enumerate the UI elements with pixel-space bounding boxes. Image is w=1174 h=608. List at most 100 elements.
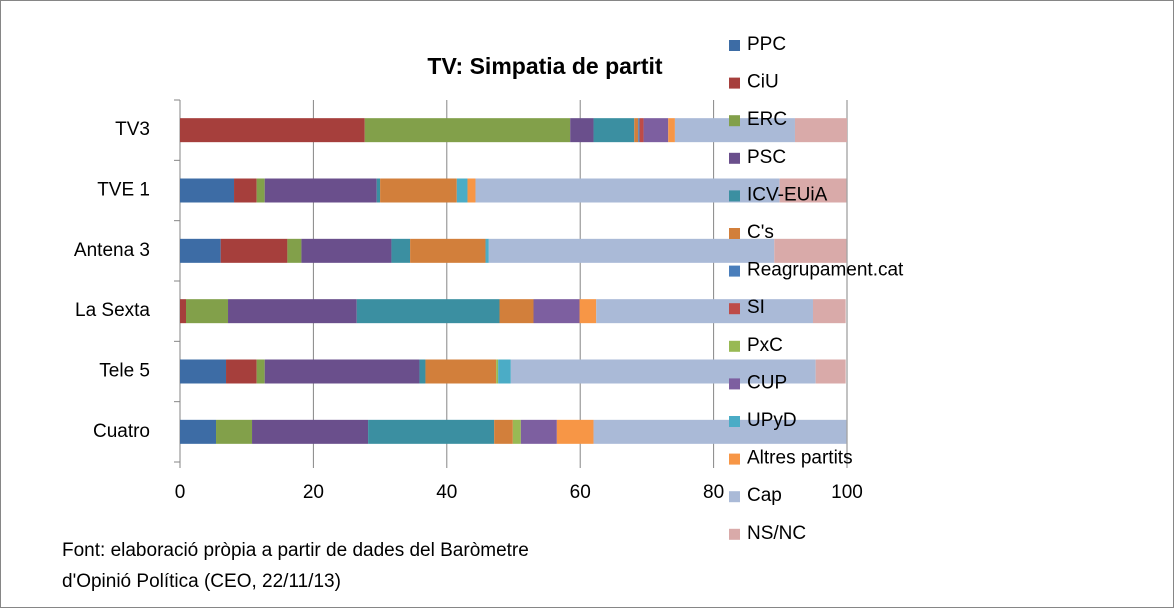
bar-segment bbox=[668, 118, 675, 143]
bar-segment bbox=[779, 178, 847, 203]
legend-label: SI bbox=[747, 297, 765, 318]
legend-label: C's bbox=[747, 222, 774, 243]
x-tick-label: 80 bbox=[703, 482, 724, 503]
bar-segment bbox=[520, 419, 557, 444]
legend-label: CUP bbox=[747, 372, 787, 393]
legend-label: NS/NC bbox=[747, 523, 806, 544]
legend-label: CiU bbox=[747, 72, 779, 93]
legend-label: Altres partits bbox=[747, 448, 853, 469]
bar-segment bbox=[593, 118, 635, 143]
y-tick-label: Tele 5 bbox=[99, 361, 150, 382]
y-tick-label: TV3 bbox=[115, 119, 150, 140]
legend-swatch bbox=[729, 378, 740, 390]
legend-label: PSC bbox=[747, 147, 786, 168]
bar-segment bbox=[643, 118, 669, 143]
note: d'Opinió Política (CEO, 22/11/13) bbox=[62, 571, 341, 592]
bar-segment bbox=[570, 118, 594, 143]
bar-segment bbox=[301, 238, 392, 263]
bar-segment bbox=[180, 419, 217, 444]
y-tick-label: Antena 3 bbox=[74, 240, 150, 261]
bar-segment bbox=[356, 299, 500, 324]
bar-segment bbox=[226, 359, 257, 384]
bar-segment bbox=[639, 118, 644, 143]
bar-segment bbox=[533, 299, 580, 324]
bar-segment bbox=[494, 419, 513, 444]
bar-segment bbox=[410, 238, 486, 263]
legend-label: Cap bbox=[747, 485, 782, 506]
bar-segment bbox=[475, 178, 780, 203]
bar-segment bbox=[228, 299, 357, 324]
legend-label: ICV-EUiA bbox=[747, 184, 828, 205]
legend-label: PxC bbox=[747, 335, 783, 356]
x-tick-label: 100 bbox=[831, 482, 863, 503]
bar-segment bbox=[467, 178, 476, 203]
bar-segment bbox=[812, 299, 846, 324]
bar-segment bbox=[496, 359, 499, 384]
bar-segment bbox=[256, 359, 265, 384]
legend-swatch bbox=[729, 303, 740, 315]
bar-segment bbox=[180, 359, 227, 384]
bar-segment bbox=[264, 359, 420, 384]
bar-segment bbox=[234, 178, 257, 203]
bar-segment bbox=[556, 419, 594, 444]
bar-segment bbox=[638, 118, 640, 143]
bar-segment bbox=[498, 359, 511, 384]
x-tick-label: 0 bbox=[175, 482, 186, 503]
bar-segment bbox=[180, 299, 187, 324]
bar-segment bbox=[425, 359, 497, 384]
legend-label: UPyD bbox=[747, 410, 797, 431]
bar-segment bbox=[815, 359, 846, 384]
bar-segment bbox=[512, 419, 521, 444]
bar-segment bbox=[252, 419, 369, 444]
bar-segment bbox=[180, 178, 235, 203]
legend-swatch bbox=[729, 228, 740, 239]
legend-swatch bbox=[729, 115, 740, 127]
bar-segment bbox=[376, 178, 381, 203]
bar-segment bbox=[579, 299, 597, 324]
legend-swatch bbox=[729, 40, 740, 51]
x-tick-label: 20 bbox=[303, 482, 324, 503]
legend-swatch bbox=[729, 528, 740, 540]
y-tick-label: TVE 1 bbox=[97, 180, 150, 201]
chart-title: TV: Simpatia de partit bbox=[427, 53, 662, 79]
bar-segment bbox=[264, 178, 377, 203]
x-tick-label: 40 bbox=[436, 482, 457, 503]
bar-segment bbox=[380, 178, 457, 203]
bar-segment bbox=[220, 238, 288, 263]
legend-swatch bbox=[729, 152, 740, 164]
legend-swatch bbox=[729, 77, 740, 89]
y-tick-label: La Sexta bbox=[75, 300, 150, 321]
bar-segment bbox=[364, 118, 571, 143]
legend-swatch bbox=[729, 340, 740, 352]
bar-segment bbox=[180, 238, 221, 263]
bar-segment bbox=[593, 419, 847, 444]
bar-segment bbox=[634, 118, 639, 143]
bar-segment bbox=[488, 238, 775, 263]
legend-swatch bbox=[729, 491, 740, 503]
legend-swatch bbox=[729, 416, 740, 427]
bar-segment bbox=[368, 419, 495, 444]
legend-label: PPC bbox=[747, 34, 786, 55]
bar-segment bbox=[216, 419, 253, 444]
legend-swatch bbox=[729, 265, 740, 277]
legend-label: ERC bbox=[747, 109, 787, 130]
bar-segment bbox=[674, 118, 795, 143]
y-tick-label: Cuatro bbox=[93, 421, 150, 442]
bar-segment bbox=[186, 299, 229, 324]
bar-segment bbox=[391, 238, 411, 263]
legend-swatch bbox=[729, 190, 740, 202]
bar-segment bbox=[794, 118, 847, 143]
bar-segment bbox=[774, 238, 847, 263]
bar-segment bbox=[499, 299, 534, 324]
legend-label: Reagrupament.cat bbox=[747, 260, 904, 281]
bar-segment bbox=[510, 359, 816, 384]
note: Font: elaboració pròpia a partir de dade… bbox=[62, 540, 529, 561]
bar-segment bbox=[419, 359, 426, 384]
bar-segment bbox=[596, 299, 813, 324]
bar-segment bbox=[485, 238, 489, 263]
x-tick-label: 60 bbox=[570, 482, 591, 503]
bar-segment bbox=[180, 118, 365, 143]
bar-segment bbox=[456, 178, 468, 203]
bar-segment bbox=[287, 238, 302, 263]
